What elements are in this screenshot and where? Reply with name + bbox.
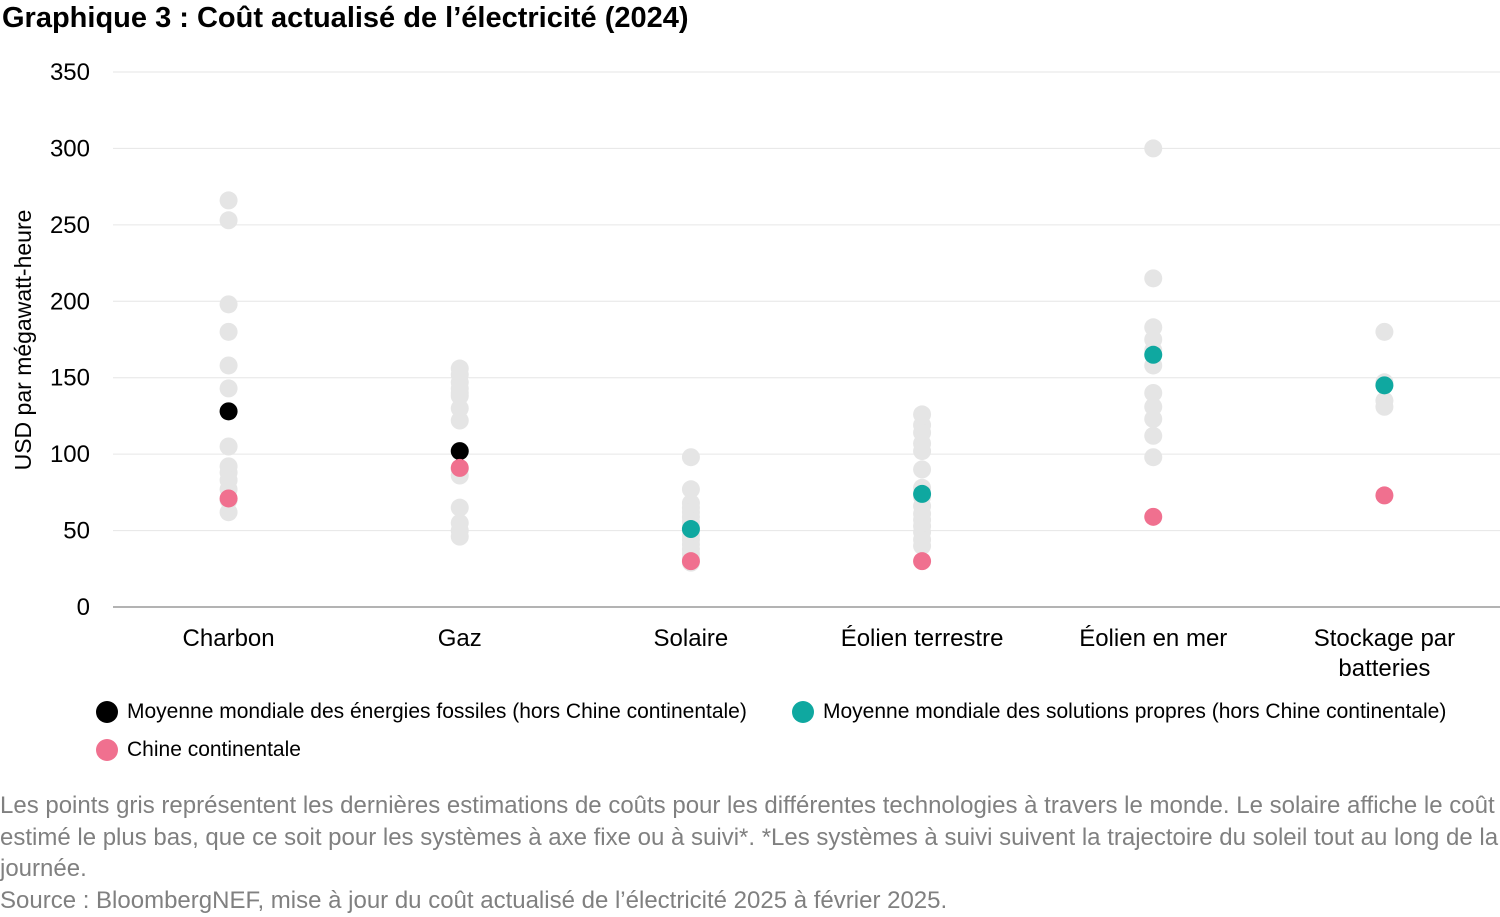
legend-marker-china [96, 739, 118, 761]
legend-item-china: Chine continentale [96, 738, 301, 762]
y-tick-label: 350 [50, 59, 90, 86]
gray-estimates [219, 139, 1394, 572]
gray-estimate-point [1144, 409, 1163, 428]
source-note: Source : BloombergNEF, mise à jour du co… [0, 886, 948, 914]
y-tick-label: 100 [50, 441, 90, 468]
y-tick-label: 200 [50, 288, 90, 315]
gray-estimate-point [219, 322, 238, 341]
legend-item-fossil-average: Moyenne mondiale des énergies fossiles (… [96, 700, 747, 724]
gray-estimate-point [913, 536, 932, 555]
y-axis-ticks: 0 50 100 150 200 250 300 350 [50, 59, 90, 621]
gray-estimate-point [1375, 397, 1394, 416]
y-tick-label: 150 [50, 365, 90, 392]
gray-estimate-point [219, 211, 238, 230]
gray-estimate-point [681, 448, 700, 467]
legend-marker-fossil [96, 701, 118, 723]
y-tick-label: 50 [63, 518, 90, 545]
clean-average-point [913, 484, 932, 503]
x-category-label: Solaire [654, 625, 729, 652]
x-category-label: batteries [1338, 655, 1430, 682]
x-axis-categories: Charbon Gaz Solaire Éolien terrestre Éolien … [183, 625, 1456, 682]
gray-estimate-point [450, 498, 469, 517]
gray-estimate-point [913, 442, 932, 461]
clean-average-point [1144, 345, 1163, 364]
y-tick-label: 300 [50, 135, 90, 162]
fossil-average-point [450, 442, 469, 461]
china-point [1144, 507, 1163, 526]
gray-estimate-point [1144, 139, 1163, 158]
legend-label-fossil: Moyenne mondiale des énergies fossiles (… [127, 700, 747, 723]
china-point [450, 458, 469, 477]
gray-estimate-point [1144, 426, 1163, 445]
gray-estimate-point [219, 437, 238, 456]
lcoe-scatter-chart: 0 50 100 150 200 250 300 350 USD par mégawatt-h… [10, 59, 1500, 682]
china-point [913, 552, 932, 571]
fossil-average-point [219, 402, 238, 421]
clean-average-point [1375, 376, 1394, 395]
x-category-label: Éolien en mer [1079, 625, 1227, 652]
legend-item-clean-average: Moyenne mondiale des solutions propres (… [792, 700, 1446, 724]
gridlines [113, 71, 1500, 608]
china-point [219, 489, 238, 508]
china-point [1375, 486, 1394, 505]
y-tick-label: 250 [50, 212, 90, 239]
footnotes: Les points gris représentent les dernièr… [0, 790, 1500, 916]
x-category-label: Charbon [183, 625, 275, 652]
china-point [681, 552, 700, 571]
legend-label-china: Chine continentale [127, 738, 301, 761]
gray-estimate-point [219, 356, 238, 375]
gray-estimate-point [219, 503, 238, 522]
y-axis-label: USD par mégawatt-heure [10, 210, 36, 471]
x-category-label: Gaz [438, 625, 482, 652]
gray-estimate-point [219, 379, 238, 398]
legend-marker-clean [792, 701, 814, 723]
x-category-label: Stockage par [1314, 625, 1455, 652]
series-points [219, 345, 1394, 571]
gray-estimate-point [450, 527, 469, 546]
gray-estimate-point [913, 460, 932, 479]
gray-estimate-point [219, 191, 238, 210]
clean-average-point [681, 520, 700, 539]
gray-estimate-point [219, 295, 238, 314]
x-category-label: Éolien terrestre [841, 625, 1004, 652]
gray-estimate-point [1375, 322, 1394, 341]
gray-estimate-point [1144, 384, 1163, 402]
chart-title: Graphique 3 : Coût actualisé de l’électr… [2, 2, 689, 34]
gray-estimate-point [450, 411, 469, 430]
gray-estimate-point [681, 480, 700, 499]
legend-label-clean: Moyenne mondiale des solutions propres (… [823, 700, 1447, 723]
y-tick-label: 0 [77, 594, 90, 621]
gray-estimate-point [1144, 269, 1163, 288]
footnote-gray-points: Les points gris représentent les dernièr… [0, 792, 1499, 882]
gray-estimate-point [1144, 448, 1163, 467]
